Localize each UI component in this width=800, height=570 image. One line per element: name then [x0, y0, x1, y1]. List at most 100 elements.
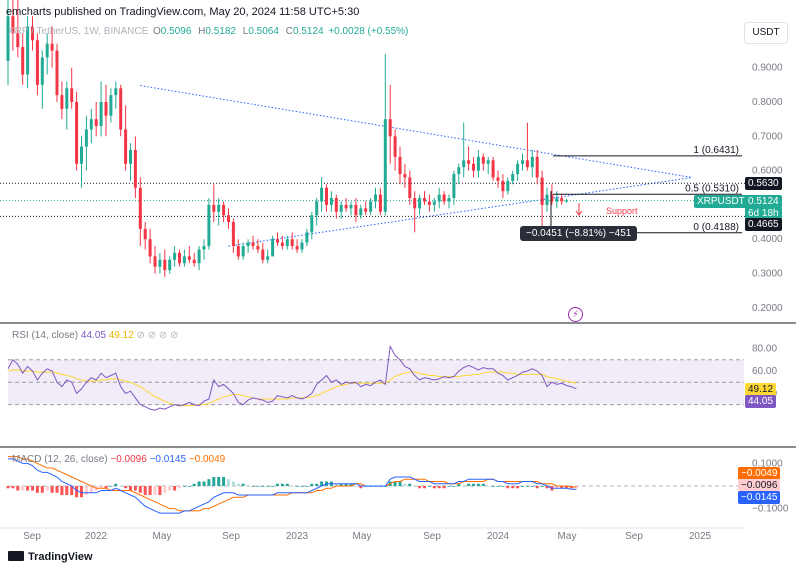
candle-body: [89, 119, 93, 130]
macd-histogram-bar: [187, 486, 191, 487]
macd-histogram-bar: [565, 486, 569, 489]
candle-body: [550, 194, 554, 202]
macd-histogram-bar: [339, 483, 343, 486]
rsi-pane: [7, 344, 744, 411]
macd-histogram-bar: [476, 483, 480, 486]
candle-body: [168, 259, 172, 271]
rsi-ma-value: 49.12: [108, 330, 134, 341]
fib-level-05-label: 0.5 (0.5310): [685, 183, 739, 194]
macd-histogram-bar: [285, 483, 289, 486]
candle-body: [246, 242, 250, 247]
price-axis-label: 0.4000: [752, 234, 783, 245]
candle-body: [192, 259, 196, 264]
support-label: Support: [606, 206, 638, 216]
macd-histogram-bar: [501, 486, 505, 487]
macd-histogram-bar: [506, 486, 510, 489]
price-axis-label: 0.8000: [752, 97, 783, 108]
macd-histogram-bar: [192, 483, 196, 486]
candle-body: [467, 160, 471, 164]
macd-histogram-bar: [261, 486, 265, 487]
candle-body: [276, 239, 279, 243]
candle-body: [310, 215, 314, 233]
macd-histogram-bar: [222, 476, 226, 486]
macd-histogram-bar: [75, 486, 79, 498]
rsi-value: 44.05: [80, 330, 106, 341]
candle-body: [84, 129, 88, 147]
macd-histogram-bar: [70, 486, 74, 496]
macd-histogram-bar: [143, 486, 147, 496]
candle-body: [148, 239, 152, 257]
earnings-icon[interactable]: ⚡: [568, 307, 583, 322]
macd-histogram-bar: [236, 483, 240, 486]
currency-button[interactable]: USDT: [744, 22, 788, 44]
candle-body: [26, 26, 30, 75]
macd-title[interactable]: MACD (12, 26, close): [12, 454, 108, 465]
macd-histogram-bar: [197, 481, 201, 486]
candle-body: [80, 146, 83, 164]
candle-body: [295, 246, 299, 250]
candle-body: [222, 204, 226, 216]
candle-body: [521, 160, 524, 164]
macd-histogram-bar: [114, 483, 118, 486]
candle-body: [153, 256, 157, 267]
macd-histogram-bar: [280, 483, 284, 486]
macd-histogram-bar: [310, 483, 314, 486]
candle-body: [236, 246, 240, 257]
candle-body: [187, 256, 191, 260]
candle-body: [65, 88, 69, 109]
countdown-tag: 6d 18h: [745, 207, 782, 220]
price-axis-label: 0.9000: [752, 63, 783, 74]
candle-body: [271, 239, 275, 257]
rsi-dots: ⊘ ⊘ ⊘ ⊘: [136, 330, 179, 341]
macd-histogram-bar: [256, 486, 260, 487]
candle-body: [339, 204, 343, 212]
price-grid: [0, 322, 796, 529]
time-axis-label: 2024: [487, 531, 510, 542]
macd-legend: MACD (12, 26, close) −0.0096 −0.0145 −0.…: [12, 454, 225, 465]
macd-histogram-bar: [119, 486, 123, 487]
publish-info: emcharts published on TradingView.com, M…: [6, 6, 360, 18]
symbol-name[interactable]: XRP / TetherUS, 1W, BINANCE: [8, 26, 149, 37]
high-value: 0.5182: [205, 26, 236, 37]
candle-body: [325, 187, 328, 205]
candle-body: [55, 50, 59, 96]
macd-histogram-bar: [354, 486, 358, 487]
tv-logo-text: TradingView: [28, 551, 93, 563]
candle-body: [334, 198, 338, 212]
candle-body: [437, 194, 441, 202]
macd-histogram-bar: [163, 486, 167, 493]
candle-body: [178, 252, 181, 264]
macd-histogram-bar: [26, 486, 30, 491]
candle-body: [45, 43, 49, 58]
macd-line: [8, 458, 577, 514]
candle-body: [447, 198, 451, 202]
candle-body: [481, 156, 485, 164]
macd-histogram-bar: [486, 486, 490, 487]
macd-histogram-bar: [457, 483, 461, 486]
macd-histogram-bar: [521, 486, 524, 487]
candle-body: [75, 102, 79, 164]
macd-histogram-bar: [525, 486, 529, 487]
close-value: 0.5124: [292, 26, 324, 37]
candle-body: [369, 201, 373, 212]
candle-body: [320, 187, 324, 202]
candle-body: [393, 136, 397, 157]
price-axis-label: 0.3000: [752, 269, 783, 280]
rsi-legend: RSI (14, close) 44.05 49.12 ⊘ ⊘ ⊘ ⊘: [12, 330, 178, 341]
support-arrow-head: [575, 210, 583, 216]
tradingview-logo[interactable]: TradingView: [8, 551, 93, 563]
rsi-title[interactable]: RSI (14, close): [12, 330, 79, 341]
candle-body: [540, 177, 544, 205]
macd-histogram-bar: [241, 483, 245, 486]
candle-body: [158, 259, 162, 267]
time-axis-label: May: [153, 531, 172, 542]
macd-histogram-bar: [153, 486, 157, 496]
macd-histogram-bar: [300, 486, 304, 487]
candle-body: [555, 198, 559, 202]
macd-histogram-bar: [178, 486, 181, 489]
macd-histogram-bar: [467, 483, 471, 486]
candle-body: [11, 16, 15, 34]
rsi-axis-label: 60.00: [752, 366, 777, 377]
candle-body: [212, 204, 216, 212]
